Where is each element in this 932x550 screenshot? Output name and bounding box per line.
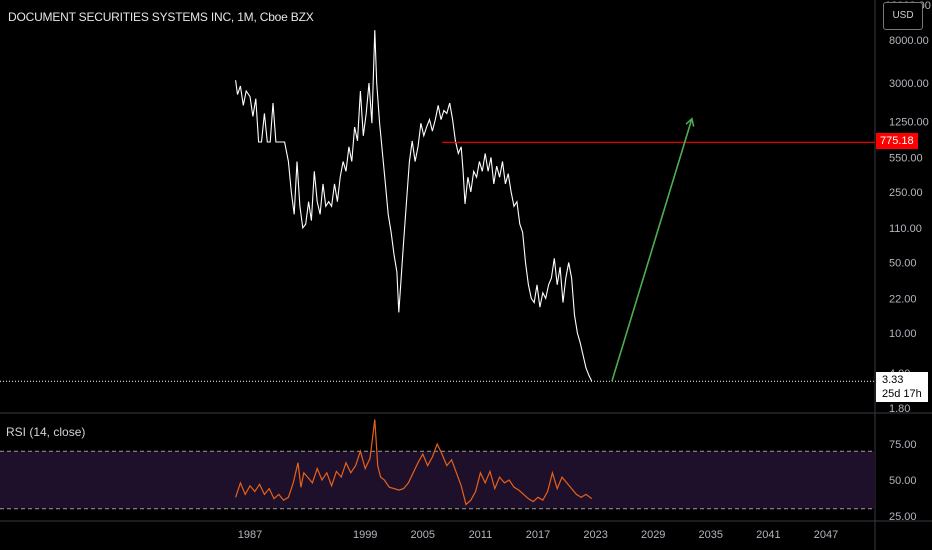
time-tick-label: 2005 <box>411 529 435 541</box>
price-level-badge: 775.18 <box>876 133 918 149</box>
rsi-tick-label: 75.00 <box>889 439 917 451</box>
price-tick-label: 1.80 <box>889 403 910 415</box>
candle-countdown: 25d 17h <box>882 388 922 400</box>
price-tick-label: 22.00 <box>889 293 917 305</box>
time-tick-label: 2047 <box>814 529 838 541</box>
price-tick-label: 1250.00 <box>889 116 929 128</box>
rsi-title: RSI (14, close) <box>6 425 86 439</box>
time-tick-label: 2017 <box>526 529 550 541</box>
time-tick-label: 2041 <box>756 529 780 541</box>
time-tick-label: 2029 <box>641 529 665 541</box>
rsi-tick-label: 50.00 <box>889 475 917 487</box>
price-tick-label: 3000.00 <box>889 78 929 90</box>
rsi-tick-label: 25.00 <box>889 511 917 523</box>
time-tick-label: 2035 <box>699 529 723 541</box>
projection-arrow <box>611 117 695 382</box>
price-tick-label: 550.00 <box>889 152 923 164</box>
time-tick-label: 1999 <box>353 529 377 541</box>
time-tick-label: 2011 <box>469 529 493 541</box>
price-level-value: 775.18 <box>880 135 914 147</box>
last-price-value: 3.33 <box>882 374 904 386</box>
currency-label[interactable]: USD <box>883 2 923 30</box>
price-tick-label: 110.00 <box>889 223 922 235</box>
price-tick-label: 10.00 <box>889 328 917 340</box>
price-tick-label: 250.00 <box>889 187 923 199</box>
time-tick-label: 2023 <box>583 529 607 541</box>
time-tick-label: 1987 <box>238 529 262 541</box>
chart-title: DOCUMENT SECURITIES SYSTEMS INC, 1M, Cbo… <box>8 10 314 24</box>
rsi-band <box>0 451 875 509</box>
price-tick-label: 8000.00 <box>889 35 929 47</box>
rsi-line <box>235 419 593 506</box>
price-line <box>235 30 593 382</box>
last-price-badge: 3.33 25d 17h <box>876 372 928 402</box>
price-tick-label: 50.00 <box>889 257 917 269</box>
